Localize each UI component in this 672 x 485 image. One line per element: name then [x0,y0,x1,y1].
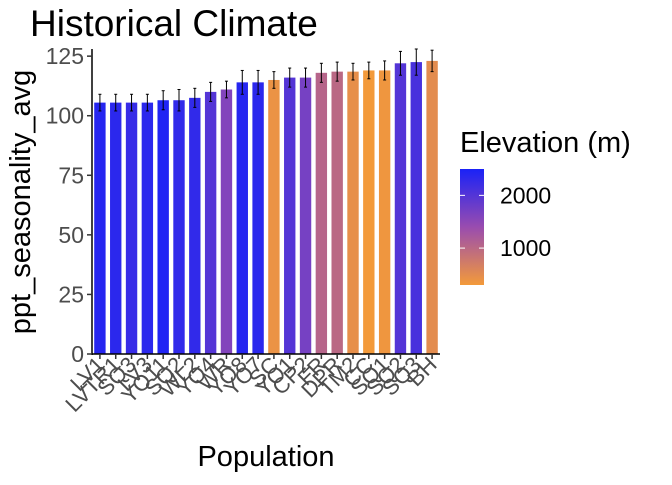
legend-tick-label: 2000 [500,182,551,208]
error-bar [319,62,323,83]
legend: Elevation (m) 2000 1000 [460,127,631,285]
y-tick-label: 75 [58,162,84,188]
legend-tick-label: 1000 [500,235,551,261]
bar [268,79,280,354]
bar [125,102,138,354]
legend-colorbar [460,169,484,285]
bar [220,89,233,354]
error-bar [130,93,134,112]
chart-title: Historical Climate [30,3,318,44]
error-bar [414,48,418,76]
bar [410,62,422,354]
bar [94,102,106,354]
bar [157,100,169,354]
error-bar [304,67,308,88]
bars [94,48,438,354]
error-bar [98,93,102,112]
bar [394,63,407,354]
bar [315,72,328,354]
bar [204,91,217,354]
x-axis-label: Population [197,441,334,473]
error-bar [193,87,197,108]
y-tick-label: 100 [46,103,84,129]
bar [347,71,359,354]
bar [252,82,264,354]
error-bar [209,81,213,102]
error-bar [383,60,387,81]
error-bar [224,80,228,99]
error-bar [145,93,149,112]
bar [378,70,391,354]
error-bar [240,69,244,95]
bar [236,82,248,354]
error-bar [114,93,118,112]
x-axis: LV1LVTR1SQ3LV3YO11SQ2WL2YO4WRYO8YO7SCYO1… [60,352,441,417]
error-bar [177,89,181,112]
error-bar [398,50,402,76]
bar [299,77,312,354]
error-bar [256,69,260,95]
error-bar [430,49,434,73]
y-tick-label: 0 [71,341,84,367]
y-axis: 0 25 50 75 100 125 [46,43,93,367]
y-tick-label: 25 [58,281,84,307]
bar [363,70,375,354]
bar [189,97,201,354]
error-bar [367,61,371,80]
bar [284,77,296,354]
error-bar [351,62,355,81]
error-bar [335,61,339,82]
legend-title: Elevation (m) [460,127,631,159]
error-bar [272,71,276,89]
bar [141,102,154,354]
bar [331,71,343,354]
error-bar [288,67,292,88]
y-tick-label: 125 [46,43,84,69]
bar [426,60,438,354]
y-axis-label: ppt_seasonality_avg [5,70,37,334]
error-bar [161,90,165,111]
y-tick-label: 50 [58,222,84,248]
bar [110,102,122,354]
bar [173,100,185,354]
